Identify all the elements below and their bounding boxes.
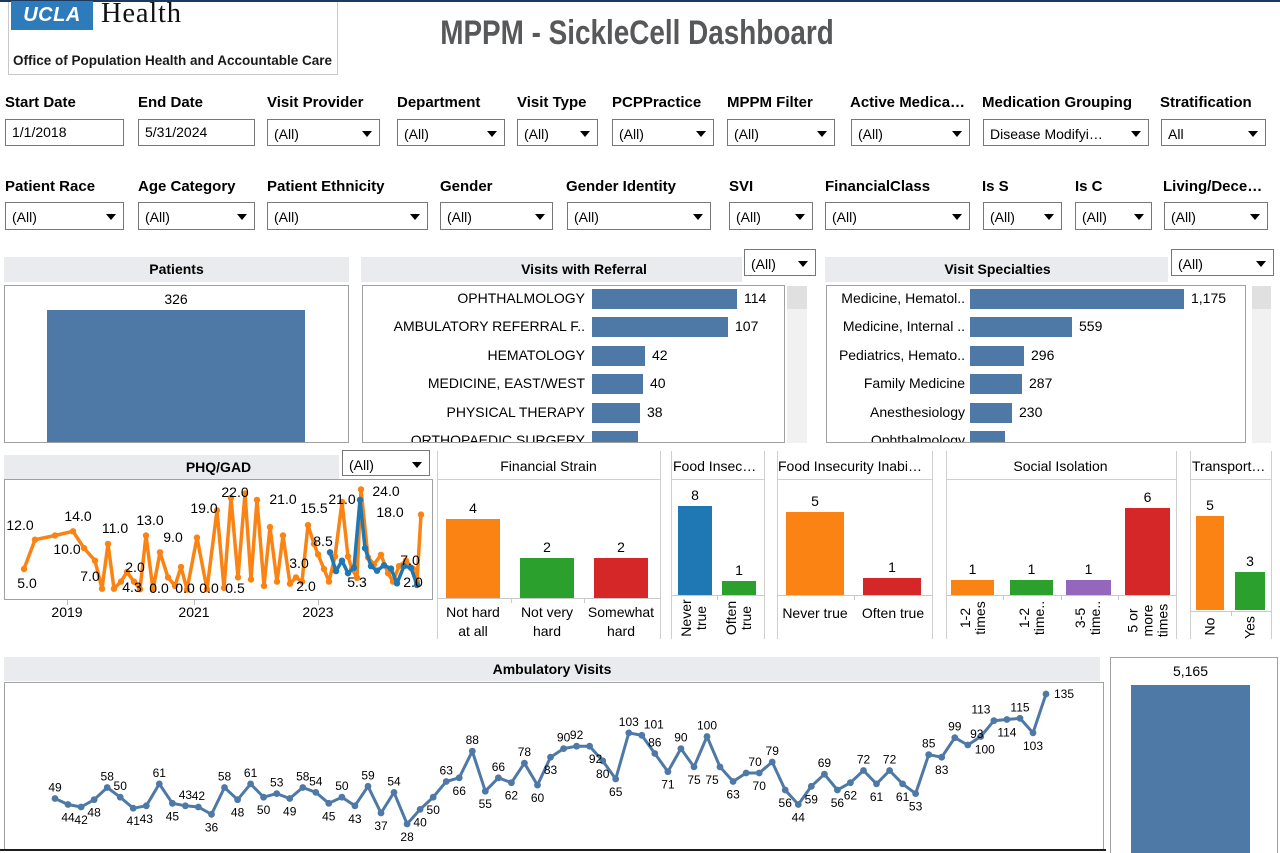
svg-text:70: 70 <box>753 779 767 793</box>
svg-text:83: 83 <box>935 763 949 777</box>
svg-text:63: 63 <box>440 764 454 778</box>
svg-text:83: 83 <box>544 763 558 777</box>
svg-text:62: 62 <box>844 789 858 803</box>
svg-text:28: 28 <box>400 830 414 844</box>
svg-text:65: 65 <box>609 785 623 799</box>
svg-text:58: 58 <box>296 770 310 784</box>
svg-text:59: 59 <box>805 792 819 806</box>
svg-text:54: 54 <box>387 774 401 788</box>
svg-text:56: 56 <box>779 796 793 810</box>
svg-text:100: 100 <box>697 719 717 733</box>
svg-text:50: 50 <box>114 779 128 793</box>
svg-text:72: 72 <box>857 753 871 767</box>
svg-text:49: 49 <box>48 781 62 795</box>
svg-text:93: 93 <box>970 727 984 741</box>
svg-text:36: 36 <box>205 820 219 834</box>
svg-text:40: 40 <box>413 815 427 829</box>
svg-text:37: 37 <box>374 819 388 833</box>
svg-text:62: 62 <box>505 789 519 803</box>
svg-text:44: 44 <box>792 811 806 825</box>
svg-text:43: 43 <box>348 812 362 826</box>
svg-text:50: 50 <box>335 779 349 793</box>
svg-text:75: 75 <box>705 773 719 787</box>
svg-text:45: 45 <box>322 809 336 823</box>
svg-text:42: 42 <box>192 789 206 803</box>
svg-text:114: 114 <box>997 726 1016 740</box>
svg-text:58: 58 <box>101 770 115 784</box>
svg-text:45: 45 <box>166 809 180 823</box>
svg-text:66: 66 <box>492 760 506 774</box>
svg-text:60: 60 <box>531 791 545 805</box>
svg-text:43: 43 <box>140 812 154 826</box>
svg-text:88: 88 <box>466 733 480 747</box>
svg-text:59: 59 <box>361 768 375 782</box>
svg-text:79: 79 <box>766 744 780 758</box>
svg-text:61: 61 <box>153 766 167 780</box>
svg-text:61: 61 <box>896 790 910 804</box>
svg-text:50: 50 <box>257 803 271 817</box>
svg-text:70: 70 <box>748 755 762 769</box>
svg-text:78: 78 <box>518 745 532 759</box>
svg-text:53: 53 <box>270 776 284 790</box>
svg-text:71: 71 <box>661 778 675 792</box>
svg-text:103: 103 <box>619 715 639 729</box>
svg-text:44: 44 <box>61 811 75 825</box>
svg-text:61: 61 <box>244 766 258 780</box>
svg-text:103: 103 <box>1023 739 1043 753</box>
svg-text:43: 43 <box>179 788 193 802</box>
svg-text:92: 92 <box>570 728 584 742</box>
svg-text:75: 75 <box>687 773 701 787</box>
svg-text:58: 58 <box>218 770 232 784</box>
svg-text:101: 101 <box>644 717 664 731</box>
svg-text:66: 66 <box>453 784 467 798</box>
svg-text:48: 48 <box>87 806 101 820</box>
svg-text:90: 90 <box>674 731 688 745</box>
svg-text:135: 135 <box>1054 687 1074 701</box>
svg-text:53: 53 <box>909 800 923 814</box>
svg-text:80: 80 <box>596 767 610 781</box>
svg-text:48: 48 <box>231 806 245 820</box>
svg-text:63: 63 <box>726 788 740 802</box>
svg-text:54: 54 <box>309 774 323 788</box>
svg-text:42: 42 <box>74 813 88 827</box>
svg-text:41: 41 <box>127 814 141 828</box>
svg-text:50: 50 <box>427 803 441 817</box>
svg-text:99: 99 <box>948 720 962 734</box>
svg-text:86: 86 <box>648 736 662 750</box>
svg-text:115: 115 <box>1010 700 1029 714</box>
svg-text:90: 90 <box>557 731 571 745</box>
svg-text:55: 55 <box>479 797 493 811</box>
svg-text:92: 92 <box>589 752 603 766</box>
svg-text:72: 72 <box>883 753 897 767</box>
svg-text:85: 85 <box>922 737 936 751</box>
svg-text:100: 100 <box>975 743 995 757</box>
svg-text:49: 49 <box>283 805 297 819</box>
svg-text:61: 61 <box>870 790 884 804</box>
svg-text:69: 69 <box>818 756 832 770</box>
svg-text:113: 113 <box>971 703 990 717</box>
svg-text:56: 56 <box>831 796 845 810</box>
